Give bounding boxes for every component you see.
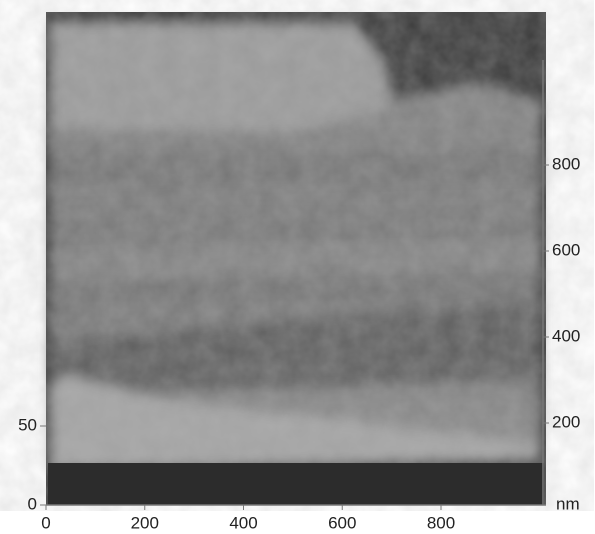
- x-tick-label: 200: [131, 513, 159, 532]
- x-tick-label: 400: [229, 513, 257, 532]
- right-tick-label: 600: [552, 240, 580, 259]
- x-tick-label: 0: [41, 513, 50, 532]
- unit-label: nm: [556, 494, 580, 513]
- x-tick-label: 800: [427, 513, 455, 532]
- right-tick-label: 800: [552, 154, 580, 173]
- left-tick-label: 0: [28, 494, 37, 513]
- x-tick-label: 600: [328, 513, 356, 532]
- right-tick-label: 200: [552, 412, 580, 431]
- right-tick-label: 400: [552, 326, 580, 345]
- afm-image: [46, 12, 546, 505]
- left-tick-label: 50: [18, 415, 37, 434]
